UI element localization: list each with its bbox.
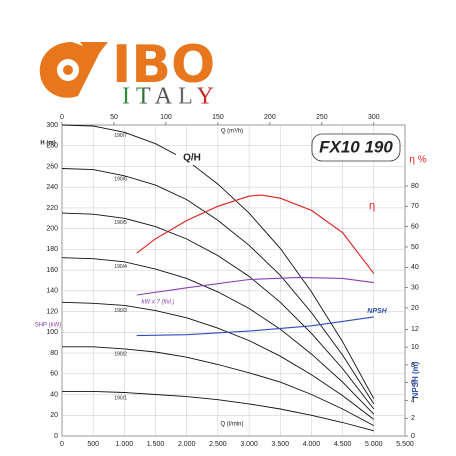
x-tick-label: 0 bbox=[60, 441, 64, 448]
curve-label: 190/5 bbox=[114, 220, 127, 226]
y2-tick-label: 80 bbox=[411, 183, 419, 190]
logo-brand: IBO bbox=[112, 35, 215, 95]
curve-label: 190/6 bbox=[114, 176, 127, 182]
curve bbox=[61, 168, 375, 405]
y2-tick-label: 40 bbox=[411, 264, 419, 271]
logo-country: ITALY bbox=[122, 84, 220, 110]
x2-tick-label: 200 bbox=[264, 114, 276, 121]
y-tick-label: 240 bbox=[46, 184, 58, 191]
y-axis-title-2: SHP (kW) bbox=[35, 323, 62, 329]
curve-label: 190/2 bbox=[114, 351, 127, 357]
curve-label: 190/7 bbox=[114, 133, 127, 139]
x2-tick-label: 300 bbox=[368, 114, 380, 121]
y-tick-label: 220 bbox=[46, 205, 58, 212]
x2-tick-label: 0 bbox=[60, 114, 64, 121]
y2-tick-label: 70 bbox=[411, 203, 419, 210]
x-tick-label: 500 bbox=[87, 441, 99, 448]
x-axis-title: Q (l/min) bbox=[221, 422, 244, 428]
y2-tick-label: 30 bbox=[411, 284, 419, 291]
y3-tick-label: 10 bbox=[411, 344, 419, 351]
y-tick-label: 80 bbox=[50, 350, 58, 357]
y3-tick-label: 12 bbox=[411, 326, 419, 333]
y-axis-title: H (m) bbox=[40, 141, 55, 147]
x2-tick-label: 50 bbox=[110, 114, 118, 121]
chart-title: FX10 190 bbox=[319, 137, 393, 156]
y-tick-label: 120 bbox=[46, 308, 58, 315]
x-tick-label: 4.000 bbox=[303, 441, 321, 448]
y-tick-label: 60 bbox=[50, 371, 58, 378]
y-tick-label: 300 bbox=[46, 122, 58, 129]
y2-tick-label: 50 bbox=[411, 244, 419, 251]
curve-label: NPSH bbox=[367, 308, 387, 315]
y3-axis-title: NPSH (m) bbox=[411, 361, 420, 398]
x-tick-label: 1.500 bbox=[147, 441, 165, 448]
x-tick-label: 3.000 bbox=[240, 441, 258, 448]
x-tick-label: 3.500 bbox=[272, 441, 290, 448]
y-tick-label: 260 bbox=[46, 163, 58, 170]
y3-tick-label: 2 bbox=[411, 415, 415, 422]
y-tick-label: 140 bbox=[46, 288, 58, 295]
curve-label: η bbox=[369, 200, 375, 212]
y-tick-label: 20 bbox=[50, 412, 58, 419]
y-tick-label: 100 bbox=[46, 329, 58, 336]
y-tick-label: 180 bbox=[46, 246, 58, 253]
y-tick-label: 280 bbox=[46, 143, 58, 150]
y2-axis-title: η % bbox=[409, 155, 426, 166]
curve bbox=[61, 212, 375, 410]
y-tick-label: 200 bbox=[46, 226, 58, 233]
y-tick-label: 160 bbox=[46, 267, 58, 274]
plot-frame bbox=[61, 124, 406, 437]
subtitle-box bbox=[176, 151, 208, 165]
curve bbox=[136, 276, 374, 296]
x2-axis-title: Q (m³/h) bbox=[221, 129, 243, 135]
curve bbox=[61, 301, 375, 420]
x-tick-label: 2.500 bbox=[209, 441, 227, 448]
y2-tick-label: 60 bbox=[411, 223, 419, 230]
logo: IBO ITALY bbox=[39, 35, 220, 110]
chart-subtitle: Q/H bbox=[183, 153, 201, 164]
curve bbox=[136, 194, 375, 274]
x2-tick-label: 250 bbox=[316, 114, 328, 121]
x2-tick-label: 100 bbox=[160, 114, 172, 121]
x2-tick-label: 150 bbox=[212, 114, 224, 121]
y3-tick-label: 4 bbox=[411, 397, 415, 404]
y3-tick-label: 0 bbox=[411, 433, 415, 440]
logo-dot bbox=[63, 65, 73, 75]
curve-label: kW x 7 (fixl.) bbox=[142, 300, 175, 306]
y2-tick-label: 20 bbox=[411, 305, 419, 312]
x-tick-label: 4.500 bbox=[334, 441, 352, 448]
curve bbox=[62, 390, 374, 432]
y3-tick-label: 8 bbox=[411, 362, 415, 369]
curve bbox=[136, 316, 374, 337]
x-tick-label: 5.000 bbox=[365, 441, 383, 448]
y3-tick-label: 6 bbox=[411, 380, 415, 387]
x-tick-label: 1.000 bbox=[116, 441, 134, 448]
curve-label: 190/3 bbox=[114, 308, 127, 314]
curve bbox=[61, 124, 375, 399]
curve-label: 190/1 bbox=[114, 395, 127, 401]
curve bbox=[62, 346, 375, 426]
x-tick-label: 5.500 bbox=[396, 441, 414, 448]
y-tick-label: 0 bbox=[54, 433, 58, 440]
x-tick-label: 2.000 bbox=[178, 441, 196, 448]
logo-tip bbox=[80, 42, 108, 60]
title-box bbox=[311, 133, 401, 162]
y-tick-label: 40 bbox=[50, 391, 58, 398]
curve bbox=[61, 257, 375, 415]
curve-label: 190/4 bbox=[114, 264, 127, 270]
